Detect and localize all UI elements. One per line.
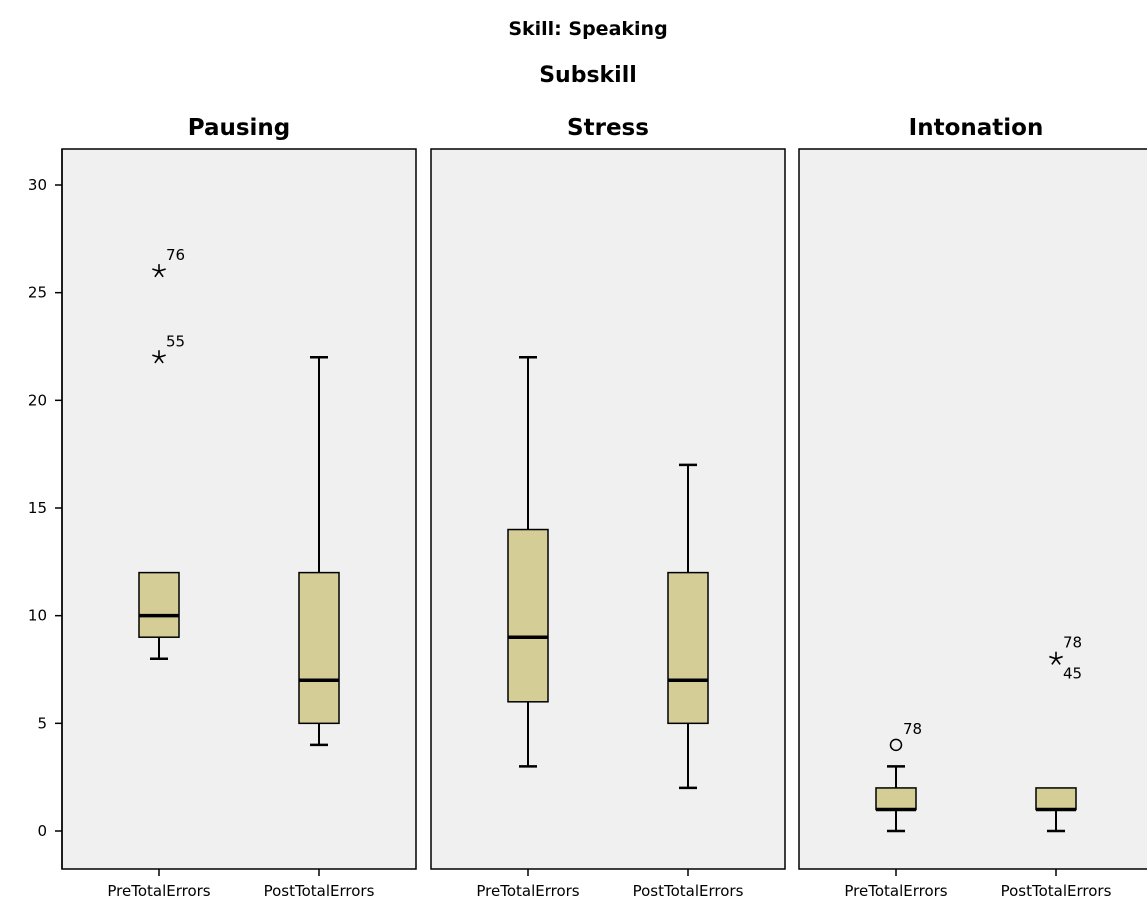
box-posttotalerrors: PostTotalErrors xyxy=(264,356,375,900)
panel-stress: Stress PreTotalErrors PostTotalErrors xyxy=(430,115,786,900)
box-posttotalerrors: PostTotalErrors xyxy=(633,463,744,900)
iqr-box xyxy=(507,528,549,703)
outlier-star xyxy=(152,350,166,364)
x-tick-label: PostTotalErrors xyxy=(1001,882,1112,900)
chart-title: Skill: Speaking xyxy=(508,18,667,40)
panel-pausing: Pausing PreTotalErrors 76 55 PostTotalErrors xyxy=(61,115,417,900)
iqr-box xyxy=(1035,787,1077,811)
outlier-circle xyxy=(889,738,903,752)
box-pretotalerrors: PreTotalErrors 76 55 xyxy=(107,246,210,900)
y-axis: 0 5 10 15 20 25 30 xyxy=(28,149,63,869)
y-tick-label: 10 xyxy=(28,607,47,625)
y-tick-label: 0 xyxy=(37,822,47,840)
y-tick-label: 5 xyxy=(37,714,47,732)
panel-intonation: IntonationPreTotalErrors78PostTotalError… xyxy=(798,115,1147,900)
panel-title: Pausing xyxy=(188,115,291,141)
y-tick-label: 15 xyxy=(28,499,47,517)
iqr-box xyxy=(298,571,340,725)
iqr-box xyxy=(138,571,180,638)
panels-layer: Pausing PreTotalErrors 76 55 PostTotalErrors… xyxy=(61,115,1147,900)
iqr-box xyxy=(667,571,709,725)
x-tick-label: PreTotalErrors xyxy=(844,882,947,900)
x-tick-label: PreTotalErrors xyxy=(476,882,579,900)
panel-frame xyxy=(61,148,417,870)
panel-title: Stress xyxy=(567,115,649,141)
outlier-star xyxy=(1049,651,1063,665)
x-tick-label: PreTotalErrors xyxy=(107,882,210,900)
outlier-label: 45 xyxy=(1063,665,1082,683)
x-tick-label: PostTotalErrors xyxy=(633,882,744,900)
box-pretotalerrors: PreTotalErrors 78 xyxy=(844,720,947,900)
y-tick-label: 30 xyxy=(28,176,47,194)
outlier-label: 76 xyxy=(166,246,185,264)
box-posttotalerrors: PostTotalErrors 78 45 xyxy=(1001,634,1112,900)
outlier-label: 78 xyxy=(1063,634,1082,652)
panel-frame xyxy=(430,148,786,870)
outlier-label: 78 xyxy=(903,720,922,738)
panel-frame xyxy=(798,148,1147,870)
iqr-box xyxy=(875,787,917,811)
outlier-label: 55 xyxy=(166,332,185,350)
y-tick-label: 20 xyxy=(28,391,47,409)
outlier-star xyxy=(152,264,166,278)
x-tick-label: PostTotalErrors xyxy=(264,882,375,900)
box-pretotalerrors: PreTotalErrors xyxy=(476,356,580,900)
panel-title: Intonation xyxy=(909,115,1044,141)
y-tick-label: 25 xyxy=(28,284,47,302)
panel-header: Subskill xyxy=(539,63,637,88)
